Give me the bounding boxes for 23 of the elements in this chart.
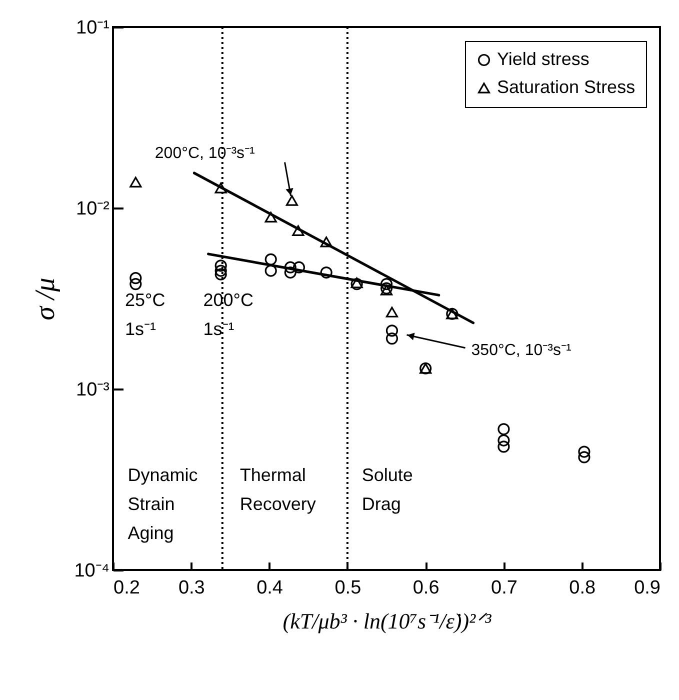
annotation: 200°C, 10⁻³s⁻¹ [154,144,255,162]
x-tick-label: 0.5 [334,578,362,598]
annotation: Thermal Recovery [240,464,316,514]
x-tick-label: 0.4 [256,578,284,598]
x-axis-title: (kT/μb³ · ln(10⁷s⁻¹/ε̇))²ᐟ³ [282,608,492,634]
annotation: 25°C 1s⁻¹ [125,290,166,339]
legend-label: Yield stress [497,49,590,69]
legend-label: Saturation Stress [497,77,636,97]
x-tick-label: 0.3 [178,578,205,598]
annotation: Dynamic Strain Aging [128,464,198,543]
y-tick-label: 10⁻¹ [76,18,110,38]
x-tick-label: 0.9 [634,578,660,598]
y-tick-label: 10⁻² [76,198,110,220]
x-tick-label: 0.2 [114,578,140,598]
x-tick-label: 0.7 [491,578,518,598]
annotation: 200°C 1s⁻¹ [203,290,254,339]
y-tick-label: 10⁻⁴ [74,560,110,582]
y-tick-label: 10⁻³ [76,380,110,400]
x-tick-label: 0.8 [569,578,596,598]
annotation: 350°C, 10⁻³s⁻¹ [471,342,572,360]
y-axis-title: σ /μ [30,278,62,320]
x-tick-label: 0.6 [412,578,440,598]
annotation: Solute Drag [362,464,413,514]
